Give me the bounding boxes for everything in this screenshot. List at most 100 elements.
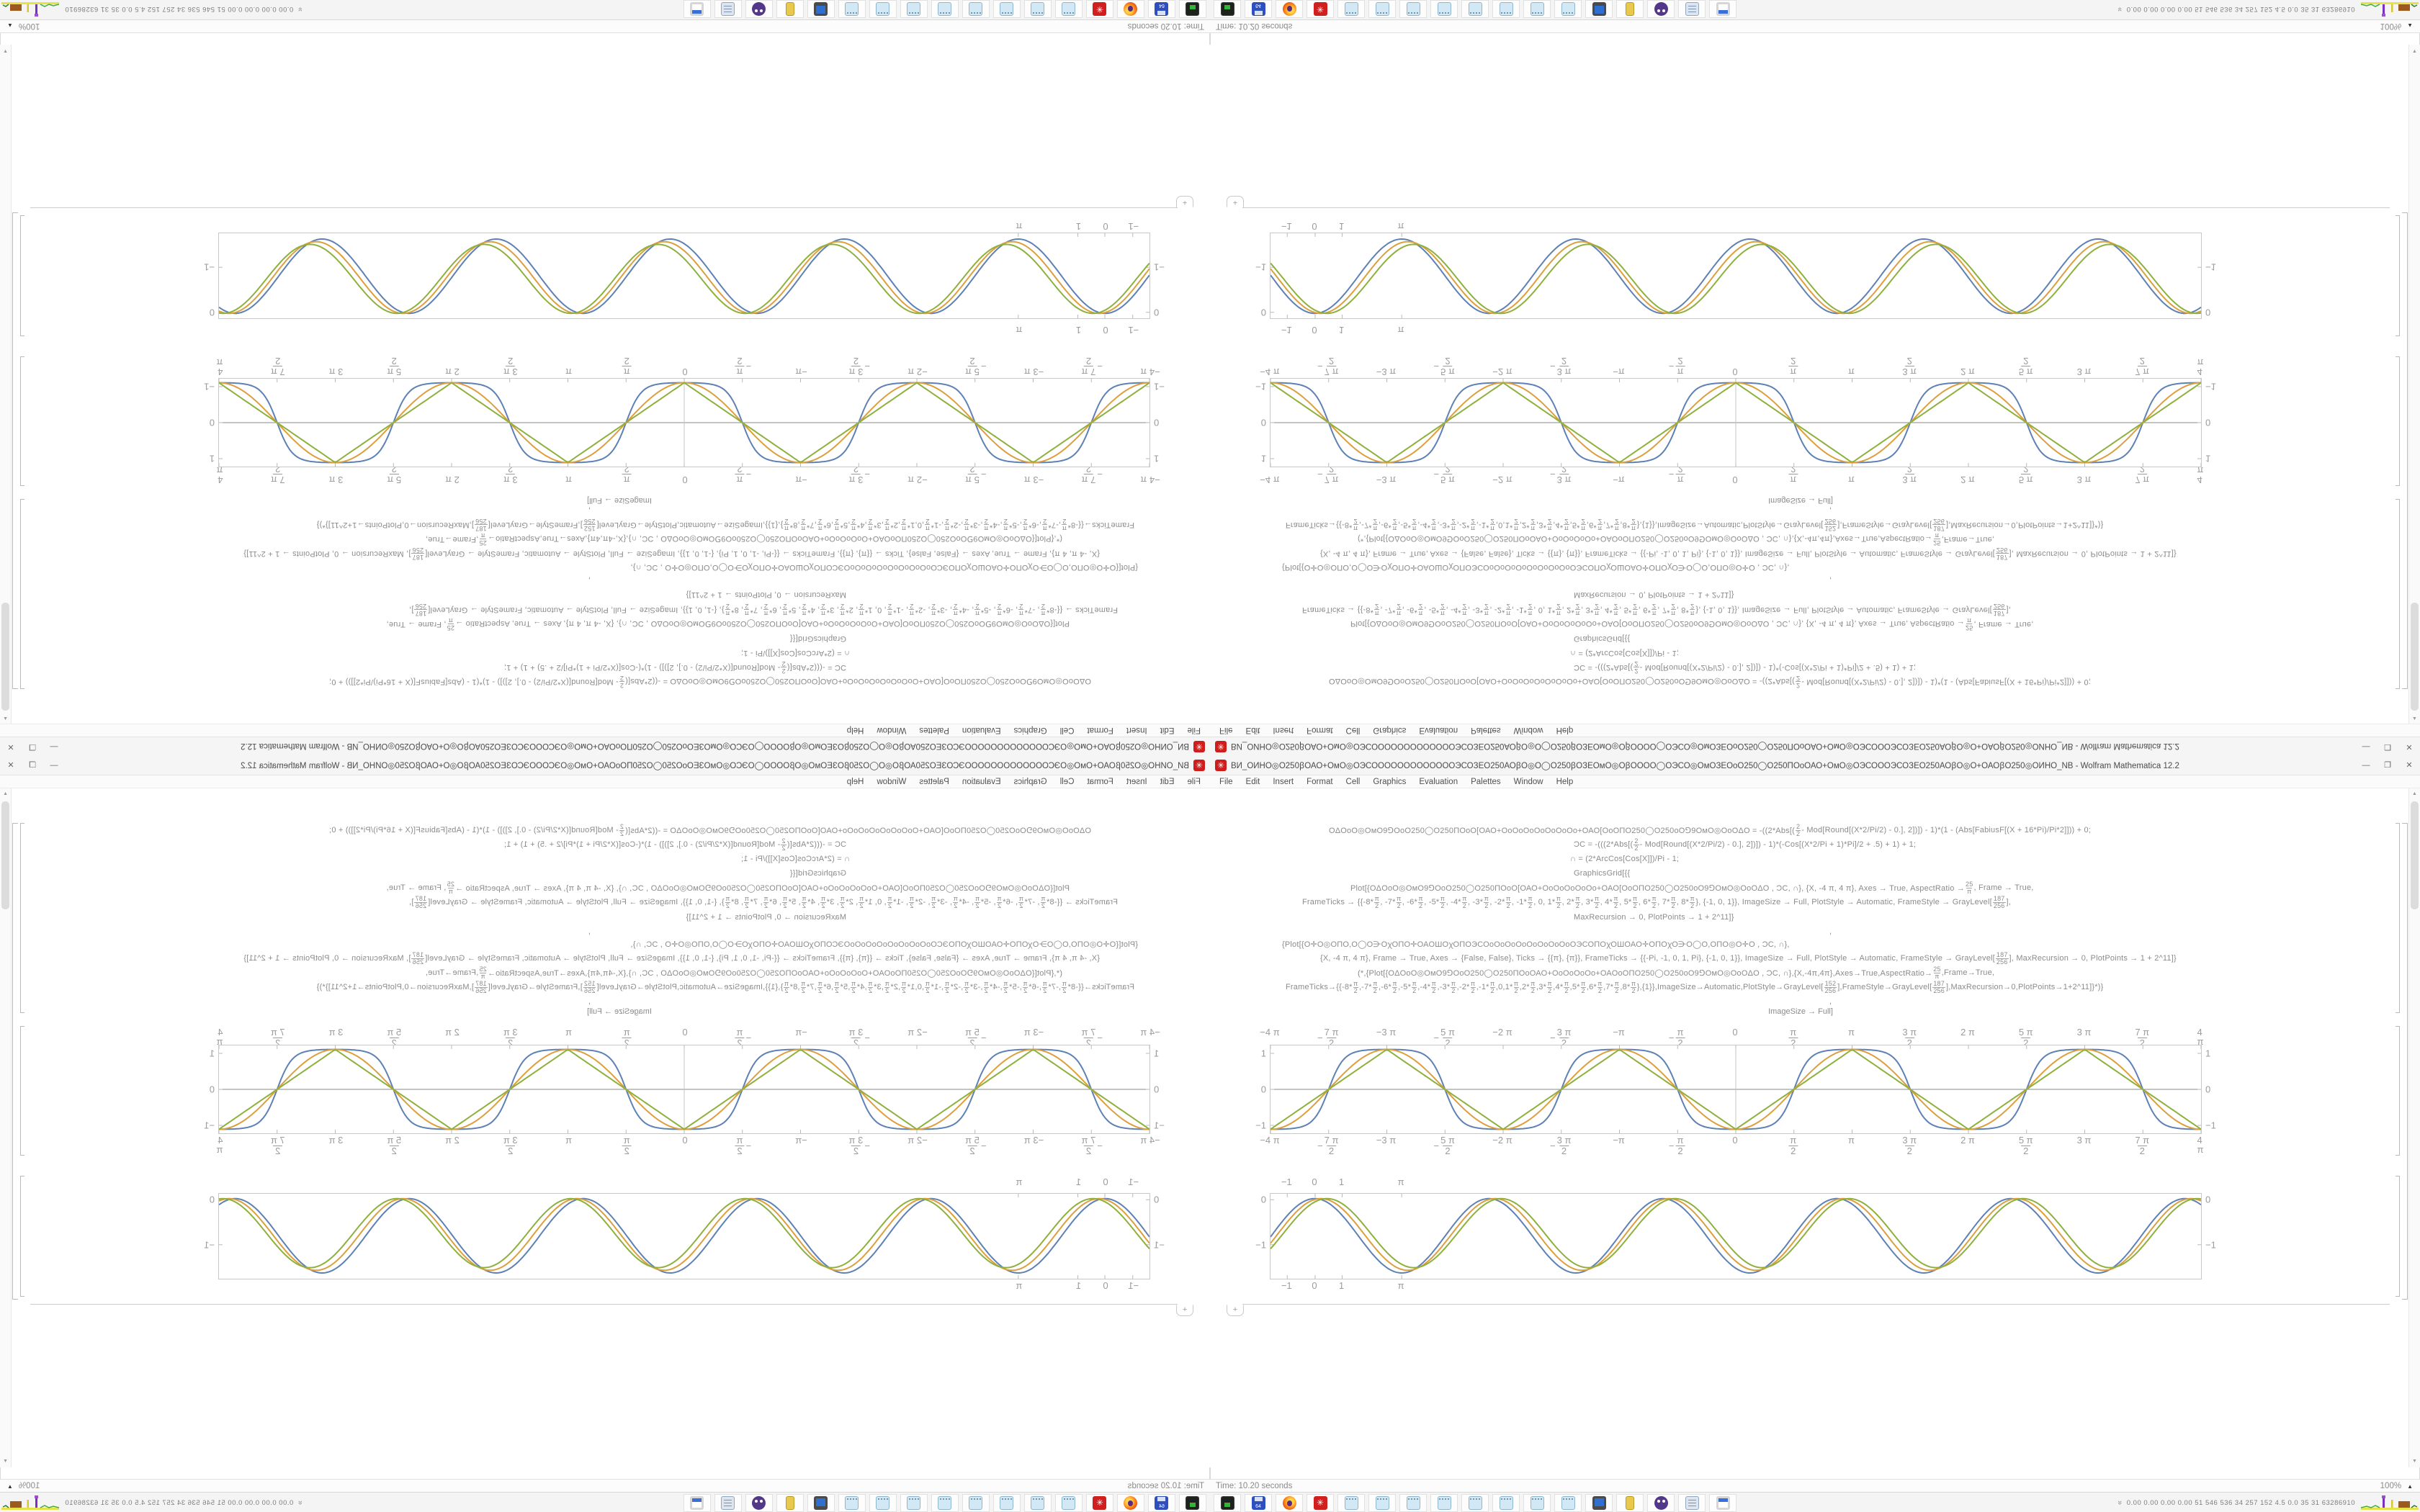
notepad-icon[interactable] <box>931 1493 959 1512</box>
insert-cell-plus-button[interactable]: + <box>1227 1305 1244 1316</box>
yellow-book-icon[interactable] <box>1616 1493 1644 1512</box>
magnification-popup-icon[interactable]: ▲ <box>7 1482 13 1490</box>
mathematica-red-icon[interactable]: ✳ <box>1086 1493 1113 1512</box>
cell-bracket-output-upper[interactable] <box>20 356 24 486</box>
cell-bracket-group[interactable] <box>2402 212 2408 689</box>
system-tray[interactable]: » 0.00 0.00 0.00 0.00 51 546 536 34 257 … <box>2115 1494 2419 1511</box>
restore-button[interactable]: ❐ <box>2384 742 2391 751</box>
menu-help[interactable]: Help <box>1556 777 1574 786</box>
scroll-up-icon[interactable]: ▲ <box>3 791 8 796</box>
scroll-down-icon[interactable]: ▼ <box>3 1459 8 1464</box>
scroll-up-icon[interactable]: ▲ <box>3 716 8 721</box>
window-icon[interactable] <box>684 1493 711 1512</box>
vertical-scrollbar[interactable]: ▲ ▼ <box>0 788 12 1467</box>
notepad-icon[interactable] <box>962 0 990 19</box>
window-titlebar[interactable]: ✳ ВИ_ОИНО◎О250ꞵОАО+ОмО◎ОЭСОООООООООООООЭ… <box>1210 756 2420 775</box>
notepad-icon[interactable] <box>993 1493 1021 1512</box>
notepad-icon[interactable] <box>1523 0 1551 19</box>
notepad-icon[interactable] <box>869 1493 897 1512</box>
menu-file[interactable]: File <box>1187 777 1201 786</box>
menu-cell[interactable]: Cell <box>1059 777 1075 786</box>
cell-bracket-output-lower[interactable] <box>20 1176 24 1297</box>
notepad-icon[interactable] <box>1554 1493 1582 1512</box>
scrollbar-thumb[interactable] <box>1 603 9 711</box>
scroll-icon[interactable] <box>714 0 742 19</box>
menu-help[interactable]: Help <box>846 726 864 735</box>
menu-window[interactable]: Window <box>877 726 907 735</box>
terminal-icon[interactable] <box>1214 1493 1241 1512</box>
notepad-icon[interactable] <box>1024 0 1052 19</box>
menu-format[interactable]: Format <box>1307 726 1333 735</box>
notepad-icon[interactable] <box>1430 1493 1458 1512</box>
firefox-icon[interactable] <box>1276 1493 1303 1512</box>
menu-insert[interactable]: Insert <box>1126 726 1147 735</box>
cell-insert-bar[interactable]: + <box>1227 196 2390 208</box>
owl-icon[interactable] <box>745 1493 773 1512</box>
window-icon[interactable] <box>1709 0 1736 19</box>
menu-evaluation[interactable]: Evaluation <box>962 777 1001 786</box>
menu-format[interactable]: Format <box>1087 777 1113 786</box>
menu-evaluation[interactable]: Evaluation <box>1419 726 1458 735</box>
terminal-icon[interactable] <box>1214 0 1241 19</box>
notepad-icon[interactable] <box>838 0 866 19</box>
notepad-icon[interactable] <box>1399 1493 1427 1512</box>
menu-format[interactable]: Format <box>1087 726 1113 735</box>
cell-insert-bar[interactable]: + <box>1227 1304 2390 1316</box>
menu-cell[interactable]: Cell <box>1059 726 1075 735</box>
menu-cell[interactable]: Cell <box>1345 777 1361 786</box>
notepad-icon[interactable] <box>1368 1493 1396 1512</box>
owl-icon[interactable] <box>745 0 773 19</box>
notepad-icon[interactable] <box>900 0 928 19</box>
insert-cell-plus-button[interactable]: + <box>1176 1305 1193 1316</box>
close-button[interactable]: ✕ <box>2406 742 2413 751</box>
monitor-icon[interactable] <box>1585 1493 1613 1512</box>
menu-edit[interactable]: Edit <box>1245 777 1260 786</box>
menu-graphics[interactable]: Graphics <box>1013 726 1047 735</box>
tray-expander-icon[interactable]: » <box>2115 6 2124 12</box>
vertical-scrollbar[interactable]: ▲ ▼ <box>2408 45 2420 724</box>
scrollbar-thumb[interactable] <box>2411 603 2419 711</box>
magnification-control[interactable]: 100% ▲ <box>7 1482 40 1490</box>
restore-button[interactable]: ❐ <box>29 742 36 751</box>
minimize-button[interactable]: — <box>50 761 58 770</box>
cell-bracket-group[interactable] <box>2402 823 2408 1300</box>
cell-bracket-input[interactable] <box>2396 823 2400 1013</box>
notepad-icon[interactable] <box>1492 0 1520 19</box>
scroll-down-icon[interactable]: ▼ <box>3 48 8 53</box>
menu-edit[interactable]: Edit <box>1160 726 1175 735</box>
notepad-icon[interactable] <box>1523 1493 1551 1512</box>
cell-bracket-input[interactable] <box>20 823 24 1013</box>
menu-insert[interactable]: Insert <box>1126 777 1147 786</box>
menu-insert[interactable]: Insert <box>1273 726 1294 735</box>
cell-insert-bar[interactable]: + <box>30 196 1193 208</box>
terminal-icon[interactable] <box>1179 0 1206 19</box>
yellow-book-icon[interactable] <box>776 1493 804 1512</box>
monitor-icon[interactable] <box>807 0 835 19</box>
magnification-popup-icon[interactable]: ▲ <box>2407 22 2413 30</box>
menu-evaluation[interactable]: Evaluation <box>962 726 1001 735</box>
menu-edit[interactable]: Edit <box>1245 726 1260 735</box>
firefox-icon[interactable] <box>1276 0 1303 19</box>
cell-bracket-output-upper[interactable] <box>2396 1026 2400 1156</box>
scroll-up-icon[interactable]: ▲ <box>2412 716 2417 721</box>
owl-icon[interactable] <box>1647 1493 1675 1512</box>
notepad-icon[interactable] <box>1399 0 1427 19</box>
monitor-icon[interactable] <box>1585 0 1613 19</box>
scroll-icon[interactable] <box>1678 0 1706 19</box>
notepad-icon[interactable] <box>993 0 1021 19</box>
window-titlebar[interactable]: ✳ ВИ_ОИНО◎О250ꞵОАО+ОмО◎ОЭСОООООООООООООЭ… <box>1210 737 2420 756</box>
terminal-icon[interactable] <box>1179 1493 1206 1512</box>
menu-graphics[interactable]: Graphics <box>1373 726 1407 735</box>
magnification-control[interactable]: 100% ▲ <box>2380 1482 2413 1490</box>
owl-icon[interactable] <box>1647 0 1675 19</box>
cell-bracket-input[interactable] <box>2396 499 2400 689</box>
notepad-icon[interactable] <box>931 0 959 19</box>
menu-format[interactable]: Format <box>1307 777 1333 786</box>
system-tray[interactable]: » 0.00 0.00 0.00 0.00 51 546 536 34 257 … <box>2115 1 2419 18</box>
yellow-book-icon[interactable] <box>1616 0 1644 19</box>
notepad-icon[interactable] <box>1368 0 1396 19</box>
cell-bracket-output-upper[interactable] <box>2396 356 2400 486</box>
menu-file[interactable]: File <box>1187 726 1201 735</box>
menu-graphics[interactable]: Graphics <box>1013 777 1047 786</box>
firefox-icon[interactable] <box>1117 0 1144 19</box>
